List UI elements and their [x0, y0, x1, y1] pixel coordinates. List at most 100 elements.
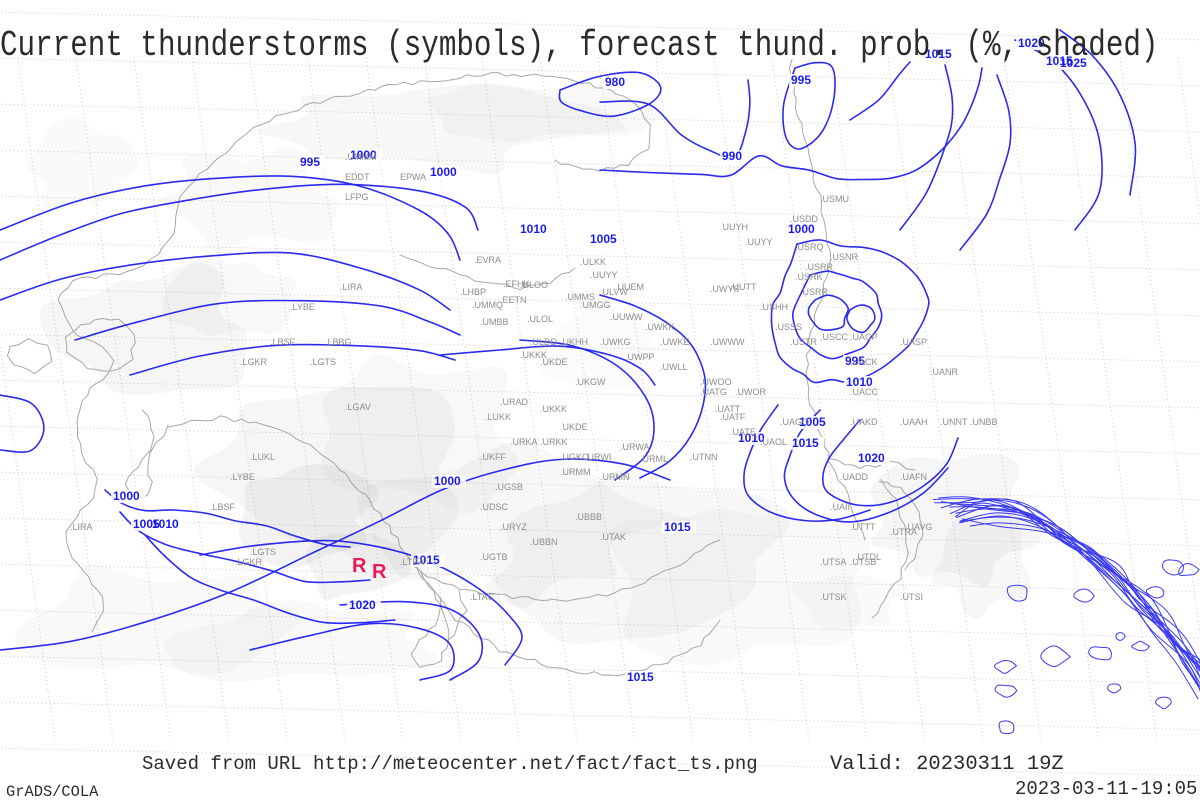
svg-text:R: R [372, 561, 387, 583]
svg-text:EDDT: EDDT [345, 172, 370, 182]
svg-text:.UWOO: .UWOO [700, 377, 732, 387]
svg-text:.LBBG: .LBBG [325, 337, 352, 347]
svg-text:.UMBB: .UMBB [480, 317, 509, 327]
svg-text:.UATE: .UATE [730, 427, 756, 437]
svg-text:.LHBP: .LHBP [460, 287, 486, 297]
svg-text:.UKDE: .UKDE [540, 357, 568, 367]
svg-text:.UACC: .UACC [850, 387, 879, 397]
svg-text:.LIRA: .LIRA [340, 282, 363, 292]
svg-text:.UANR: .UANR [930, 367, 959, 377]
svg-text:.USMU: .USMU [820, 194, 849, 204]
svg-text:.UTSI: .UTSI [900, 592, 923, 602]
svg-text:.UWLL: .UWLL [660, 362, 688, 372]
svg-text:.UAVG: .UAVG [905, 522, 932, 532]
svg-text:.UAKD: .UAKD [850, 417, 878, 427]
svg-text:.USDD: .USDD [790, 214, 819, 224]
svg-text:.URKK: .URKK [540, 437, 568, 447]
svg-text:.UGSB: .UGSB [495, 482, 523, 492]
svg-text:.EETN: .EETN [500, 295, 527, 305]
svg-text:1010: 1010 [520, 222, 547, 236]
svg-text:.UACK: .UACK [850, 357, 878, 367]
svg-text:.UGTB: .UGTB [480, 552, 508, 562]
svg-text:.UADD: .UADD [840, 472, 869, 482]
svg-text:.ULDD: .ULDD [530, 337, 558, 347]
svg-text:.UAOL: .UAOL [760, 437, 787, 447]
svg-text:.UDSC: .UDSC [480, 502, 509, 512]
svg-text:.LGTS: .LGTS [250, 547, 276, 557]
svg-text:.LBSF: .LBSF [270, 337, 296, 347]
svg-text:.LGTS: .LGTS [310, 357, 336, 367]
svg-text:.USCC: .USCC [820, 332, 849, 342]
svg-text:.UKDE: .UKDE [560, 422, 588, 432]
svg-text:995: 995 [791, 73, 811, 87]
svg-text:.LTAC: .LTAC [470, 592, 495, 602]
svg-text:R: R [352, 555, 367, 577]
svg-text:.LGKR: .LGKR [235, 557, 263, 567]
svg-text:.UTNN: .UTNN [690, 452, 718, 462]
svg-text:.UUEM: .UUEM [615, 282, 644, 292]
svg-text:.UWWW: .UWWW [710, 337, 745, 347]
svg-text:1015: 1015 [792, 436, 819, 450]
svg-text:.UTSB: .UTSB [850, 557, 877, 567]
svg-text:.LUKK: .LUKK [485, 412, 511, 422]
svg-text:.UWOR: .UWOR [735, 387, 766, 397]
svg-text:.UKKK: .UKKK [540, 404, 567, 414]
svg-text:.UAII: .UAII [830, 502, 850, 512]
svg-text:.USRK: .USRK [795, 272, 823, 282]
svg-text:.LGKR: .LGKR [240, 357, 268, 367]
svg-text:LFPG: LFPG [345, 192, 369, 202]
svg-text:.UASP: .UASP [900, 337, 927, 347]
svg-text:.USRQ: .USRQ [795, 242, 824, 252]
svg-text:.UAFN: .UAFN [900, 472, 927, 482]
svg-text:.UTSA: .UTSA [820, 557, 847, 567]
svg-text:.USNR: .USNR [830, 252, 859, 262]
svg-text:.USSS: .USSS [775, 322, 802, 332]
svg-text:995: 995 [300, 155, 320, 169]
svg-text:.UKFF: .UKFF [480, 452, 507, 462]
svg-text:1015: 1015 [664, 520, 691, 534]
svg-text:1000: 1000 [788, 222, 815, 236]
svg-text:.USHH: .USHH [760, 302, 788, 312]
svg-text:.UNBB: .UNBB [970, 417, 998, 427]
svg-text:.UWKK: .UWKK [645, 322, 675, 332]
svg-text:1015: 1015 [627, 670, 654, 684]
svg-text:.UMGG: .UMGG [580, 300, 611, 310]
svg-text:.UTTT: .UTTT [850, 522, 876, 532]
svg-text:.UNNT: .UNNT [940, 417, 968, 427]
svg-text:.UUTT: .UUTT [730, 282, 757, 292]
svg-text:.URKA: .URKA [510, 437, 538, 447]
svg-text:1000: 1000 [430, 165, 457, 179]
svg-text:1020: 1020 [349, 598, 376, 612]
svg-text:1000: 1000 [113, 489, 140, 503]
svg-text:.LBSF: .LBSF [210, 502, 236, 512]
svg-text:.LIRA: .LIRA [70, 522, 93, 532]
svg-text:.URMM: .URMM [560, 467, 591, 477]
svg-text:1000: 1000 [434, 474, 461, 488]
svg-text:.USTR: .USTR [790, 337, 818, 347]
svg-text:.UUWW: .UUWW [610, 312, 643, 322]
svg-text:.USRR: .USRR [805, 262, 834, 272]
svg-text:.LGAV: .LGAV [345, 402, 371, 412]
svg-text:1005: 1005 [590, 232, 617, 246]
svg-text:.LYBE: .LYBE [290, 302, 315, 312]
svg-text:.UACP: .UACP [850, 332, 878, 342]
svg-text:990: 990 [722, 149, 742, 163]
svg-text:.UTAK: .UTAK [600, 532, 626, 542]
svg-text:.URML: .URML [640, 454, 668, 464]
svg-text:.UUYY: .UUYY [745, 237, 773, 247]
svg-text:.UWKE: .UWKE [660, 337, 690, 347]
svg-text:1005: 1005 [133, 517, 160, 531]
svg-text:.LYBE: .LYBE [230, 472, 255, 482]
svg-text:.UATG: .UATG [700, 387, 727, 397]
svg-text:.UWKG: .UWKG [600, 337, 631, 347]
svg-text:.URWA: .URWA [620, 442, 650, 452]
svg-text:.LTBA: .LTBA [400, 557, 424, 567]
svg-text:.UBBB: .UBBB [575, 512, 602, 522]
svg-text:.UKGW: .UKGW [575, 377, 606, 387]
svg-text:.UKHH: .UKHH [560, 337, 588, 347]
svg-text:1020: 1020 [858, 451, 885, 465]
svg-text:.ULOL: .ULOL [527, 314, 553, 324]
svg-text:980: 980 [605, 75, 625, 89]
svg-text:.UATF: .UATF [720, 412, 746, 422]
svg-text:.UTSK: .UTSK [820, 592, 847, 602]
